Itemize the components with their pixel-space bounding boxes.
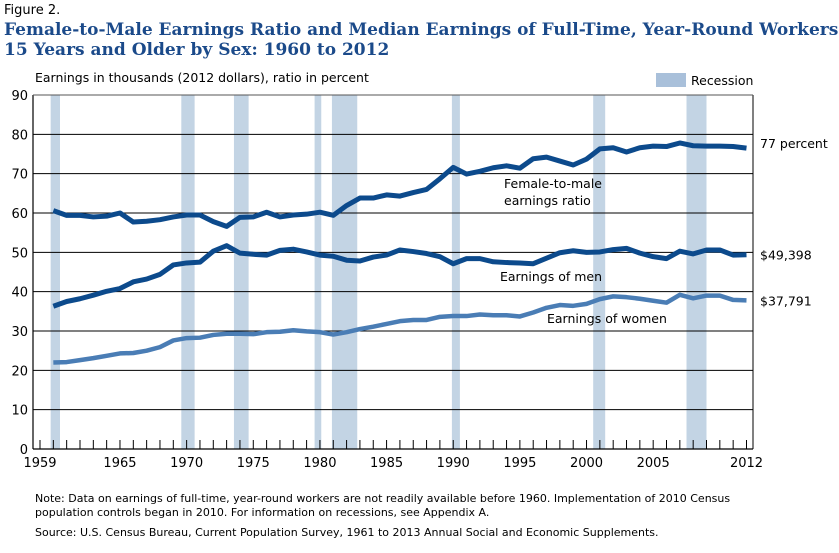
x-tick-label: 1980 <box>303 456 336 471</box>
y-tick-label: 70 <box>11 168 28 183</box>
figure-label: Figure 2. <box>4 3 60 18</box>
recession-band <box>181 95 195 449</box>
recession-band <box>314 95 322 449</box>
series-annotation: Earnings of men <box>500 269 602 284</box>
recession-band <box>451 95 460 449</box>
series-line-earnings-of-women <box>53 292 747 365</box>
x-tick-label: 1985 <box>370 456 403 471</box>
x-tick-label: 2012 <box>730 456 763 471</box>
y-tick-label: 80 <box>11 128 28 143</box>
x-tick-label: 1959 <box>23 456 56 471</box>
source-line: Source: U.S. Census Bureau, Current Popu… <box>35 526 659 539</box>
y-tick-label: 40 <box>11 286 28 301</box>
x-tick-label: 1970 <box>170 456 203 471</box>
x-tick-label: 1975 <box>237 456 270 471</box>
series-line-earnings-of-men <box>52 243 747 309</box>
y-tick-label: 20 <box>11 364 28 379</box>
recession-band <box>331 95 358 449</box>
x-tick-label: 2005 <box>637 456 670 471</box>
axes: 0 10 20 30 40 50 60 70 80 90 1959 1965 1970 1975 1980 1… <box>11 89 763 471</box>
annotations: Female-to-male earnings ratio 77 percent Ea… <box>500 136 828 326</box>
x-tick-label: 1995 <box>503 456 536 471</box>
series-annotation: Female-to-male <box>504 176 602 191</box>
recession-band <box>50 95 60 449</box>
legend-recession-label: Recession <box>691 73 753 88</box>
series-end-label: $37,791 <box>760 293 812 308</box>
y-tick-label: 30 <box>11 325 28 340</box>
series-lines <box>52 140 747 365</box>
recession-band <box>593 95 606 449</box>
y-tick-label: 60 <box>11 207 28 222</box>
y-tick-label: 10 <box>11 404 28 419</box>
y-tick-label: 0 <box>20 443 28 458</box>
series-end-label: $49,398 <box>760 248 812 263</box>
chart-title-line-1: Female-to-Male Earnings Ratio and Median… <box>4 20 838 40</box>
series-line-female-to-male-earnings-ratio <box>52 140 747 229</box>
recession-bands <box>50 95 707 449</box>
x-tick-label: 2000 <box>570 456 603 471</box>
series-annotation: Earnings of women <box>547 311 667 326</box>
y-tick-label: 90 <box>11 89 28 104</box>
x-tick-label: 1990 <box>437 456 470 471</box>
recession-band <box>233 95 249 449</box>
recession-band <box>686 95 707 449</box>
series-annotation: earnings ratio <box>504 193 591 208</box>
x-tick-label: 1965 <box>103 456 136 471</box>
note-line-1: Note: Data on earnings of full-time, yea… <box>35 492 730 505</box>
legend-recession-swatch <box>656 73 686 87</box>
note-line-2: population controls began in 2010. For i… <box>35 506 489 519</box>
chart-title-line-2: 15 Years and Older by Sex: 1960 to 2012 <box>4 40 389 60</box>
series-end-label: 77 percent <box>760 136 828 151</box>
y-tick-label: 50 <box>11 246 28 261</box>
y-axis-label: Earnings in thousands (2012 dollars), ra… <box>35 70 369 85</box>
